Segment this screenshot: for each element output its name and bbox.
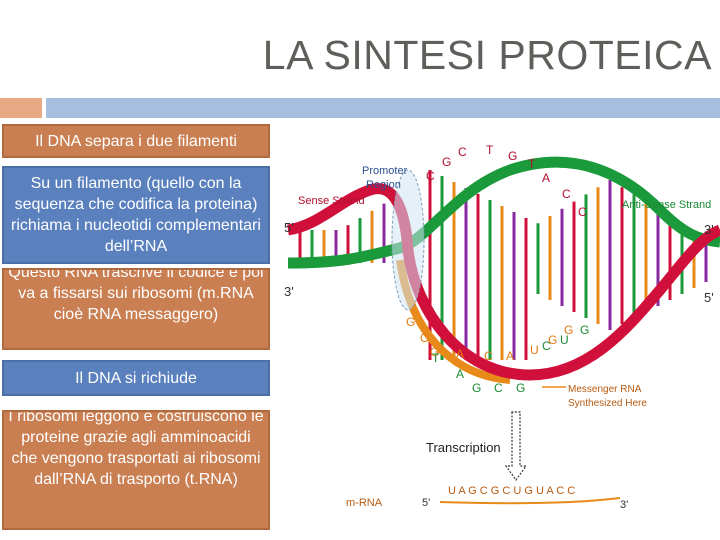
promoter-label-2: Region: [366, 179, 401, 191]
transcription-label: Transcription: [426, 440, 501, 455]
step-text-2: Su un filamento (quello con la sequenza …: [11, 175, 261, 255]
end-5-right: 5': [704, 290, 714, 305]
promoter-label-1: Promoter: [362, 165, 408, 177]
base-letter: C: [420, 331, 429, 345]
base-letter: G: [442, 155, 451, 169]
base-letter: T: [432, 351, 440, 365]
end-3-right: 3': [704, 222, 714, 237]
mrna-strand: [439, 497, 621, 505]
sense-strand-label: Sense Strand: [298, 195, 365, 207]
step-box-3: Questo RNA trascrive il codice e poi va …: [2, 268, 270, 350]
end-5-left: 5': [284, 220, 294, 235]
base-letter: T: [528, 157, 536, 171]
step-text-1: Il DNA separa i due filamenti: [35, 132, 237, 150]
base-letter: G: [516, 381, 525, 395]
accent-bar-orange: [0, 98, 42, 118]
base-letter: G: [406, 315, 415, 329]
base-letter: A: [456, 347, 464, 361]
base-letter: C: [562, 187, 571, 201]
step-box-5: I ribosomi leggono e costruiscono le pro…: [2, 410, 270, 530]
step-text-4: Il DNA si richiude: [75, 369, 197, 387]
rna-base-letters: GCG A C A UGG: [406, 315, 573, 363]
antisense-strand: [287, 156, 720, 269]
base-letter: C: [426, 169, 435, 183]
step-box-4: Il DNA si richiude: [2, 360, 270, 396]
base-letter: U: [560, 333, 569, 347]
mrna-3-end: 3': [620, 499, 628, 511]
base-letter: A: [542, 171, 550, 185]
transcription-diagram: Promoter Region Sense Strand Anti-Sense …: [284, 143, 720, 511]
base-letter: C: [484, 349, 493, 363]
sense-strand: [286, 183, 720, 381]
slide-title: LA SINTESI PROTEICA: [262, 32, 712, 78]
base-letter: G: [472, 381, 481, 395]
base-letter: G: [430, 345, 439, 359]
base-letter: G: [564, 323, 573, 337]
base-letter: C: [458, 145, 467, 159]
messenger-label-1: Messenger RNA: [568, 384, 642, 395]
base-letter: A: [506, 349, 514, 363]
base-letter: U: [530, 343, 539, 357]
base-letter: G: [508, 149, 517, 163]
messenger-label-2: Synthesized Here: [568, 398, 647, 409]
step-box-2: Su un filamento (quello con la sequenza …: [2, 166, 270, 264]
base-letter: G: [548, 333, 557, 347]
end-3-left: 3': [284, 284, 294, 299]
base-letter: G: [580, 323, 589, 337]
base-letter: C: [578, 205, 587, 219]
base-letter: T: [486, 143, 494, 157]
base-letter: C: [542, 339, 551, 353]
promoter-region-highlight: [391, 169, 425, 311]
accent-bar-blue: [46, 98, 720, 118]
template-base-letters: TAG C GC UG: [432, 323, 589, 395]
mrna-5-end: 5': [422, 497, 430, 509]
antisense-strand-label: Anti-Sense Strand: [622, 199, 711, 211]
base-letter: C: [494, 381, 503, 395]
step-text-5: I ribosomi leggono e costruiscono le pro…: [8, 410, 264, 488]
mrna-label: m-RNA: [346, 497, 383, 509]
base-letter: A: [456, 367, 464, 381]
mrna-sequence: U A G C G C U G U A C C: [448, 485, 575, 497]
transcription-arrow: [504, 411, 528, 482]
step-text-3: Questo RNA trascrive il codice e poi va …: [8, 268, 264, 323]
step-box-1: Il DNA separa i due filamenti: [2, 124, 270, 158]
